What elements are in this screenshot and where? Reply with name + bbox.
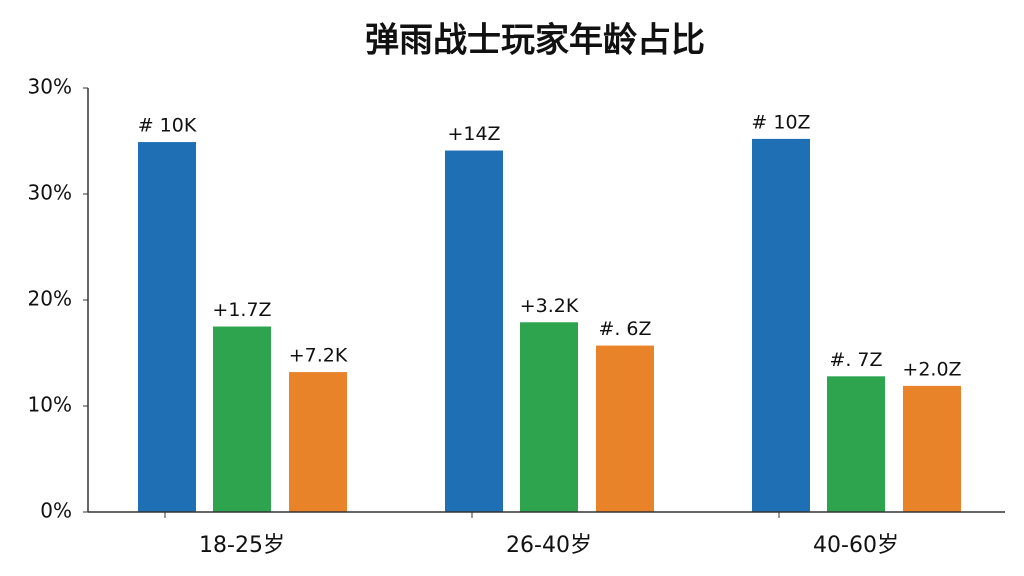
value-label: +2.0Z: [902, 358, 961, 380]
value-label: +3.2K: [520, 295, 579, 317]
x-tick-label: 40-60岁: [813, 533, 899, 558]
bar: [752, 138, 810, 512]
y-tick-label: 0%: [40, 499, 72, 523]
y-tick-label: 30%: [28, 75, 72, 99]
y-tick-label: 10%: [28, 393, 72, 417]
bar: [138, 142, 196, 512]
bar: [289, 372, 347, 512]
bar: [903, 385, 961, 512]
x-tick-label: 26-40岁: [506, 533, 592, 558]
value-label: #. 6Z: [598, 318, 651, 340]
bar: [596, 345, 654, 512]
value-label: #. 7Z: [829, 349, 882, 371]
bar: [445, 150, 503, 513]
bar: [827, 376, 885, 512]
value-label: +14Z: [447, 123, 500, 145]
y-tick-label: 20%: [28, 287, 72, 311]
y-tick-label: 30%: [28, 181, 72, 205]
x-tick-label: 18-25岁: [199, 533, 285, 558]
value-label: # 10Z: [751, 111, 810, 133]
value-label: +1.7Z: [212, 299, 271, 321]
bar: [213, 326, 271, 512]
bar: [520, 322, 578, 512]
value-label: # 10K: [138, 115, 197, 137]
chart-title: 弹雨战士玩家年龄占比: [365, 21, 705, 61]
value-label: +7.2K: [289, 345, 348, 367]
